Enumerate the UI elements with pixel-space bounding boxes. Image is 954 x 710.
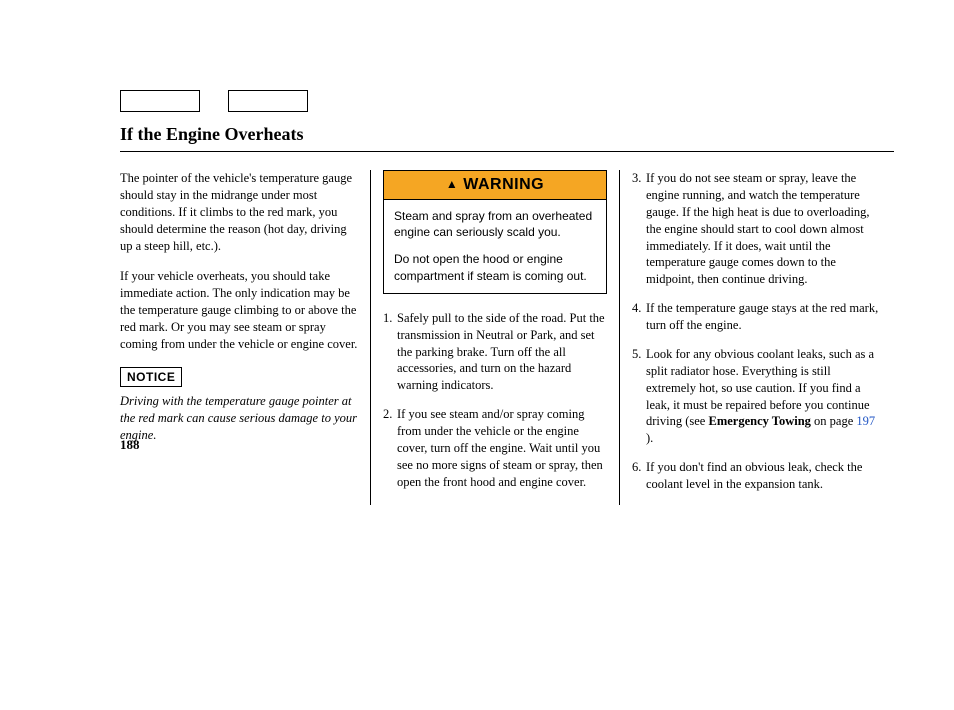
intro-paragraph: If your vehicle overheats, you should ta… — [120, 268, 358, 352]
column-3: 3. If you do not see steam or spray, lea… — [620, 170, 880, 505]
step-text-part: ). — [646, 431, 653, 445]
step-number: 1. — [383, 310, 397, 394]
header-placeholder-boxes — [120, 90, 308, 112]
placeholder-box — [228, 90, 308, 112]
warning-text: Steam and spray from an overheated engin… — [394, 208, 596, 242]
step-text: If you do not see steam or spray, leave … — [646, 170, 880, 288]
step-item: 4. If the temperature gauge stays at the… — [632, 300, 880, 334]
page-ref-link[interactable]: 197 — [856, 414, 875, 428]
step-item: 5. Look for any obvious coolant leaks, s… — [632, 346, 880, 447]
column-1: The pointer of the vehicle's temperature… — [120, 170, 370, 505]
warning-header: ▲ WARNING — [384, 171, 606, 200]
emergency-towing-ref: Emergency Towing — [708, 414, 810, 428]
step-item: 1. Safely pull to the side of the road. … — [383, 310, 607, 394]
notice-text: Driving with the temperature gauge point… — [120, 393, 358, 444]
column-2: ▲ WARNING Steam and spray from an overhe… — [370, 170, 620, 505]
step-number: 3. — [632, 170, 646, 288]
warning-text: Do not open the hood or engine compartme… — [394, 251, 596, 285]
step-number: 5. — [632, 346, 646, 447]
step-item: 3. If you do not see steam or spray, lea… — [632, 170, 880, 288]
warning-callout: ▲ WARNING Steam and spray from an overhe… — [383, 170, 607, 294]
notice-badge: NOTICE — [120, 367, 182, 387]
step-text: Look for any obvious coolant leaks, such… — [646, 346, 880, 447]
step-text: If you see steam and/or spray coming fro… — [397, 406, 607, 490]
step-text: Safely pull to the side of the road. Put… — [397, 310, 607, 394]
page-number: 188 — [120, 437, 140, 453]
intro-paragraph: The pointer of the vehicle's temperature… — [120, 170, 358, 254]
placeholder-box — [120, 90, 200, 112]
step-item: 6. If you don't find an obvious leak, ch… — [632, 459, 880, 493]
step-number: 2. — [383, 406, 397, 490]
content-columns: The pointer of the vehicle's temperature… — [120, 170, 894, 505]
step-number: 4. — [632, 300, 646, 334]
step-text: If you don't find an obvious leak, check… — [646, 459, 880, 493]
step-item: 2. If you see steam and/or spray coming … — [383, 406, 607, 490]
warning-body: Steam and spray from an overheated engin… — [384, 200, 606, 293]
warning-label: WARNING — [463, 176, 544, 193]
step-number: 6. — [632, 459, 646, 493]
step-text: If the temperature gauge stays at the re… — [646, 300, 880, 334]
step-text-part: on page — [811, 414, 856, 428]
page-title: If the Engine Overheats — [120, 124, 894, 152]
warning-icon: ▲ — [446, 177, 458, 191]
